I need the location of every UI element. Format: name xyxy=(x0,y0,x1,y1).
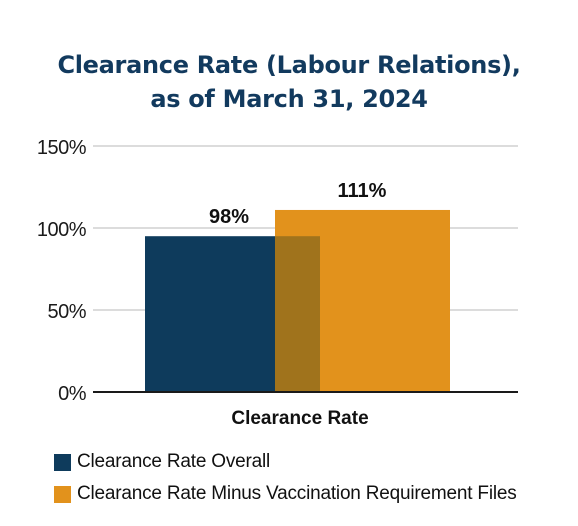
chart-title-line-1: Clearance Rate (Labour Relations), xyxy=(57,51,521,79)
legend-swatch-overall xyxy=(54,453,71,471)
bar-overlap-region xyxy=(275,236,320,392)
legend-label-minus-vaccination: Clearance Rate Minus Vaccination Require… xyxy=(77,483,517,504)
y-tick-label-100: 100% xyxy=(37,219,87,241)
legend-item-overall: Clearance Rate Overall xyxy=(54,451,270,473)
y-tick-label-50: 50% xyxy=(47,301,86,323)
legend-swatch-minus-vaccination xyxy=(54,485,71,503)
y-tick-label-150: 150% xyxy=(37,137,87,159)
data-label-overall: 98% xyxy=(209,206,249,228)
x-category-label: Clearance Rate xyxy=(231,408,368,429)
data-label-minus-vaccination: 111% xyxy=(338,180,387,202)
y-tick-label-0: 0% xyxy=(58,383,87,405)
legend-item-minus-vaccination: Clearance Rate Minus Vaccination Require… xyxy=(54,483,517,505)
chart-title-line-2: as of March 31, 2024 xyxy=(150,85,428,113)
legend-label-overall: Clearance Rate Overall xyxy=(77,451,271,472)
